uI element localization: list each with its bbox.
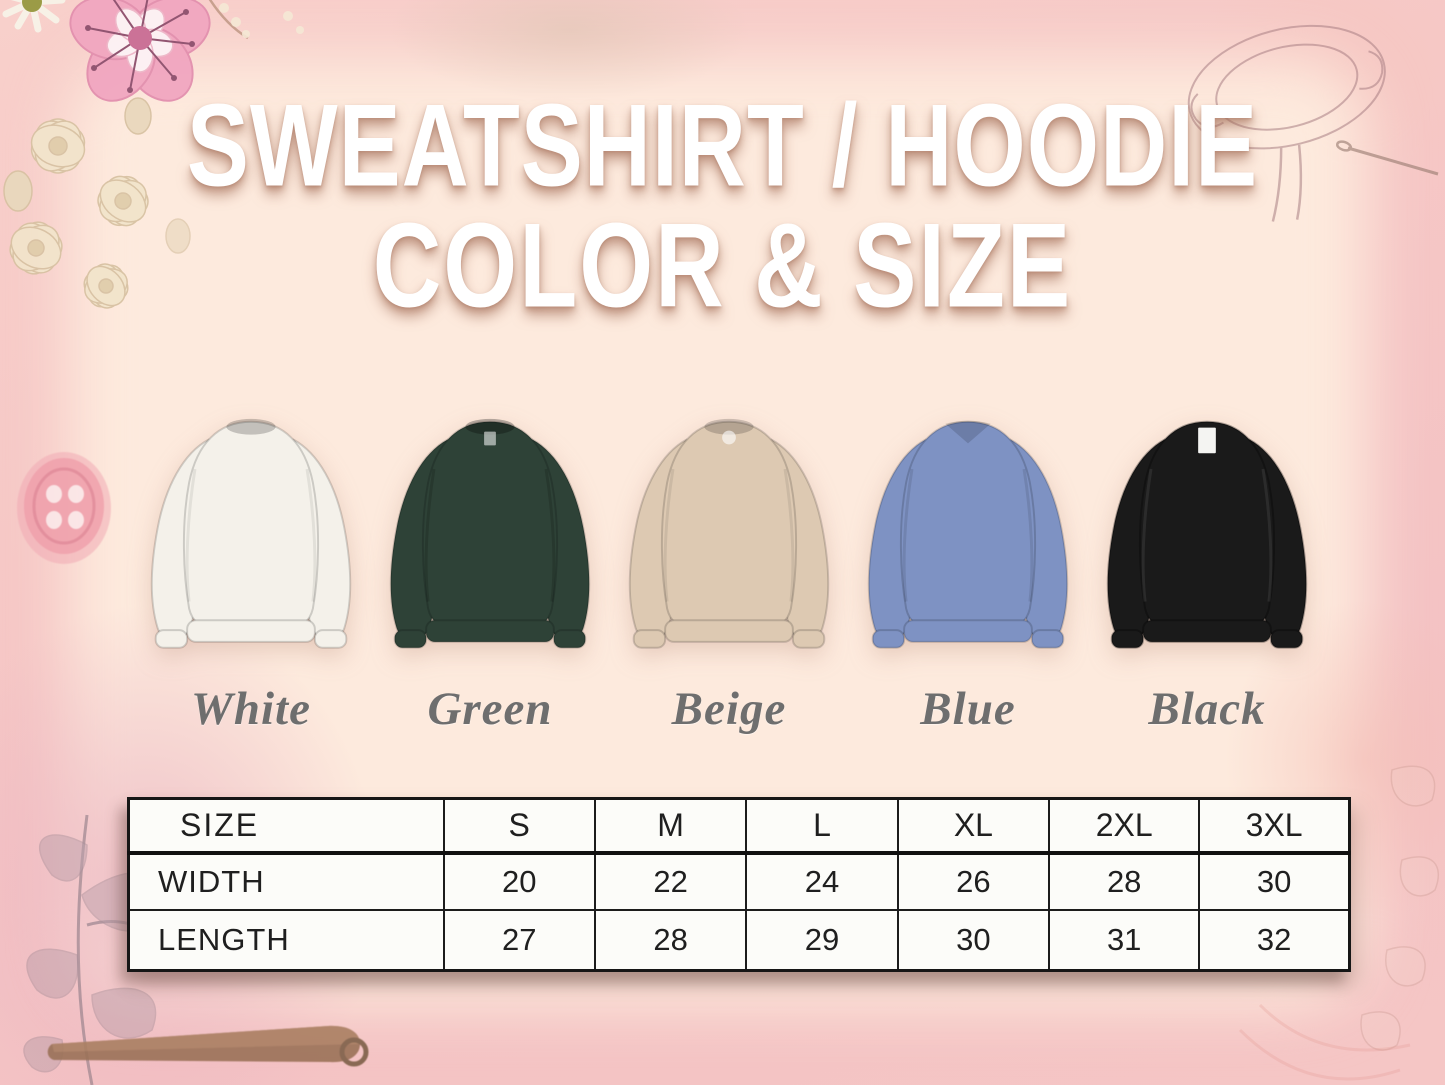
colorway-label: Blue [920, 683, 1016, 736]
sweatshirt-black-image [1106, 420, 1308, 649]
width-value-l: 24 [745, 851, 899, 911]
length-value-s: 27 [442, 908, 596, 972]
page-title: SWEATSHIRT / HOODIE COLOR & SIZE [0, 86, 1445, 328]
width-value-m: 22 [593, 851, 748, 911]
width-value-s: 20 [442, 851, 596, 911]
size-col-xl: XL [896, 797, 1051, 855]
size-table-header: SIZE [127, 797, 445, 855]
length-value-l: 29 [745, 908, 899, 972]
colorway-black: Black [1094, 410, 1320, 736]
title-line-2: COLOR & SIZE [372, 199, 1073, 333]
width-row-label: WIDTH [127, 851, 445, 911]
colorway-white: White [138, 410, 364, 736]
size-table: SIZE S M L XL 2XL 3XL WIDTH 20 22 24 26 … [127, 797, 1351, 972]
title-line-1: SWEATSHIRT / HOODIE [186, 79, 1259, 211]
colorway-label: Green [427, 683, 553, 736]
size-table-header-row: SIZE S M L XL 2XL 3XL [127, 797, 1351, 855]
width-row: WIDTH 20 22 24 26 28 30 [127, 851, 1351, 911]
length-value-2xl: 31 [1048, 908, 1201, 972]
colorway-row: White Green [138, 410, 1320, 736]
size-col-s: S [442, 797, 596, 855]
width-value-3xl: 30 [1198, 851, 1351, 911]
length-value-xl: 30 [896, 908, 1051, 972]
sweatshirt-green-image [389, 418, 591, 649]
length-row: LENGTH 27 28 29 30 31 32 [127, 908, 1351, 972]
size-col-m: M [593, 797, 748, 855]
colorway-label: Beige [671, 683, 787, 736]
colorway-label: White [191, 683, 311, 736]
width-value-2xl: 28 [1048, 851, 1201, 911]
arc-sketch-icon [1238, 1003, 1411, 1081]
wooden-stick-icon [47, 1025, 369, 1067]
button-icon [17, 452, 111, 564]
colorway-green: Green [377, 410, 603, 736]
colorway-label: Black [1148, 683, 1266, 736]
length-value-m: 28 [593, 908, 748, 972]
colorway-beige: Beige [616, 410, 842, 736]
length-row-label: LENGTH [127, 908, 445, 972]
sweatshirt-beige-image [628, 418, 830, 649]
sweatshirt-white-image [150, 418, 352, 649]
size-col-2xl: 2XL [1048, 797, 1201, 855]
sweatshirt-blue-image [867, 420, 1069, 649]
colorway-blue: Blue [855, 410, 1081, 736]
size-col-3xl: 3XL [1198, 797, 1351, 855]
length-value-3xl: 32 [1198, 908, 1351, 972]
width-value-xl: 26 [896, 851, 1051, 911]
size-col-l: L [745, 797, 899, 855]
